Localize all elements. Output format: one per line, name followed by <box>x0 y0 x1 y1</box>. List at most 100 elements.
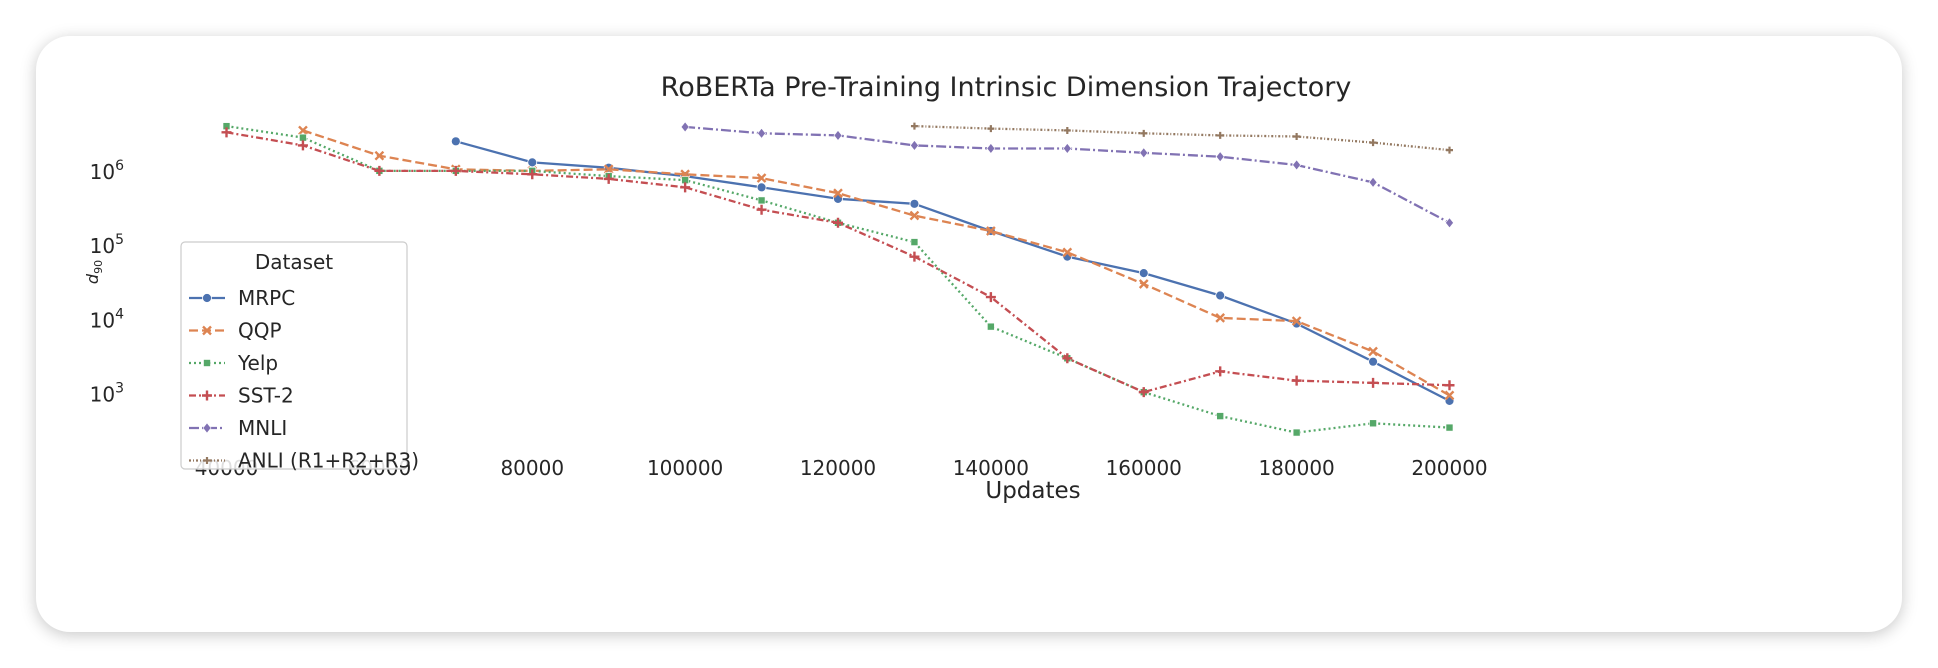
data-point-mnli <box>1215 151 1225 163</box>
data-point-qqp <box>1368 346 1378 357</box>
y-tick-label: 105 <box>90 232 124 258</box>
data-point-qqp <box>833 188 843 199</box>
legend-item-anli-r1-r2-r3: ANLI (R1+R2+R3) <box>189 449 419 473</box>
data-point-yelp <box>987 322 995 331</box>
legend-label: ANLI (R1+R2+R3) <box>238 449 419 473</box>
data-point-yelp <box>1369 419 1377 428</box>
chart-svg: RoBERTa Pre-Training Intrinsic Dimension… <box>83 72 1488 504</box>
data-point-mnli <box>1368 176 1378 188</box>
data-point-mrpc <box>450 136 461 147</box>
x-axis-label: Updates <box>985 478 1080 504</box>
data-point-sst-2 <box>221 127 232 138</box>
data-point-sst-2 <box>1368 377 1379 388</box>
legend-swatch-marker <box>202 325 212 336</box>
series-anli-r1-r2-r3 <box>910 122 1453 154</box>
data-point-anli-r1-r2-r3 <box>1445 146 1453 154</box>
data-point-sst-2 <box>680 182 691 193</box>
legend-items: MRPC QQP Yelp SST-2 MNLI ANLI (R1+R2+R3) <box>189 286 419 473</box>
data-point-mnli <box>1062 143 1072 154</box>
data-point-qqp <box>1062 247 1073 258</box>
data-point-anli-r1-r2-r3 <box>1216 131 1224 139</box>
data-point-sst-2 <box>603 173 614 184</box>
y-tick-exponent: 3 <box>115 381 124 397</box>
y-tick-label: 104 <box>90 306 124 332</box>
series-sst-2 <box>221 127 1455 398</box>
data-point-anli-r1-r2-r3 <box>910 122 918 130</box>
data-point-mrpc <box>1215 290 1226 301</box>
legend-item-yelp: Yelp <box>189 351 278 375</box>
data-point-qqp <box>756 173 767 183</box>
x-tick-label: 200000 <box>1411 456 1487 480</box>
data-point-mrpc <box>527 157 538 168</box>
y-axis-label-main: d <box>83 273 102 284</box>
data-point-mnli <box>1139 147 1149 159</box>
series-mnli <box>680 121 1454 229</box>
data-point-anli-r1-r2-r3 <box>1140 129 1148 137</box>
data-point-mnli <box>757 127 766 139</box>
data-point-anli-r1-r2-r3 <box>1063 126 1071 134</box>
data-point-mnli <box>1292 159 1302 171</box>
data-point-anli-r1-r2-r3 <box>987 125 995 133</box>
legend-item-mrpc: MRPC <box>189 286 295 310</box>
data-point-mnli <box>1445 217 1454 229</box>
series-line-mrpc <box>455 140 1451 402</box>
y-tick-base: 10 <box>90 308 115 332</box>
data-point-qqp <box>1291 316 1302 326</box>
data-point-mnli <box>833 129 843 141</box>
data-point-sst-2 <box>985 292 996 303</box>
series-line-yelp <box>226 124 1450 434</box>
data-point-mrpc <box>756 182 767 193</box>
legend-item-qqp: QQP <box>189 319 282 343</box>
data-point-mnli <box>986 143 996 154</box>
legend-label: MRPC <box>238 286 295 310</box>
data-point-yelp <box>1216 412 1224 420</box>
y-tick-base: 10 <box>90 383 115 407</box>
data-point-mrpc <box>1368 356 1378 367</box>
y-tick-label: 103 <box>90 381 124 407</box>
data-point-sst-2 <box>450 165 461 176</box>
y-tick-base: 10 <box>90 234 115 258</box>
data-point-yelp <box>1445 423 1454 432</box>
data-point-qqp <box>986 226 996 236</box>
data-point-sst-2 <box>374 165 385 176</box>
data-point-yelp <box>1292 428 1301 437</box>
legend-frame <box>180 241 408 470</box>
data-point-sst-2 <box>756 204 767 215</box>
x-tick-label: 80000 <box>500 456 564 480</box>
x-tick-label: 140000 <box>953 456 1029 480</box>
y-tick-label: 106 <box>90 158 124 184</box>
data-point-anli-r1-r2-r3 <box>1293 133 1301 141</box>
data-point-mrpc <box>909 198 920 209</box>
series-mrpc <box>450 136 1455 406</box>
data-point-sst-2 <box>1291 375 1302 386</box>
data-point-sst-2 <box>909 251 920 262</box>
data-point-mnli <box>910 139 919 151</box>
data-point-sst-2 <box>1444 380 1455 391</box>
data-point-qqp <box>1215 313 1226 323</box>
legend-item-sst-2: SST-2 <box>189 384 294 408</box>
data-point-qqp <box>909 210 920 221</box>
data-point-anli-r1-r2-r3 <box>1369 139 1377 147</box>
data-point-sst-2 <box>1138 387 1149 398</box>
data-point-sst-2 <box>1215 366 1226 377</box>
data-point-sst-2 <box>527 169 538 180</box>
data-point-yelp <box>299 133 307 142</box>
data-point-sst-2 <box>1062 353 1073 364</box>
data-point-yelp <box>910 238 919 246</box>
data-point-qqp <box>1444 390 1455 401</box>
data-point-mnli <box>680 121 690 133</box>
x-tick-label: 180000 <box>1258 456 1334 480</box>
legend: Dataset MRPC QQP Yelp SST-2 MNLI ANLI (R1+R2+… <box>180 241 419 473</box>
x-tick-labels: 4000060000800001000001200001400001600001… <box>195 456 1488 480</box>
legend-swatch-marker <box>203 359 211 367</box>
data-point-sst-2 <box>297 140 308 151</box>
y-tick-exponent: 5 <box>115 232 124 248</box>
legend-title: Dataset <box>255 250 333 274</box>
x-tick-label: 100000 <box>647 456 723 480</box>
series-layer <box>221 121 1455 437</box>
y-tick-base: 10 <box>90 160 115 184</box>
legend-label: SST-2 <box>238 384 294 408</box>
series-qqp <box>298 125 1455 401</box>
y-tick-exponent: 4 <box>115 306 124 322</box>
